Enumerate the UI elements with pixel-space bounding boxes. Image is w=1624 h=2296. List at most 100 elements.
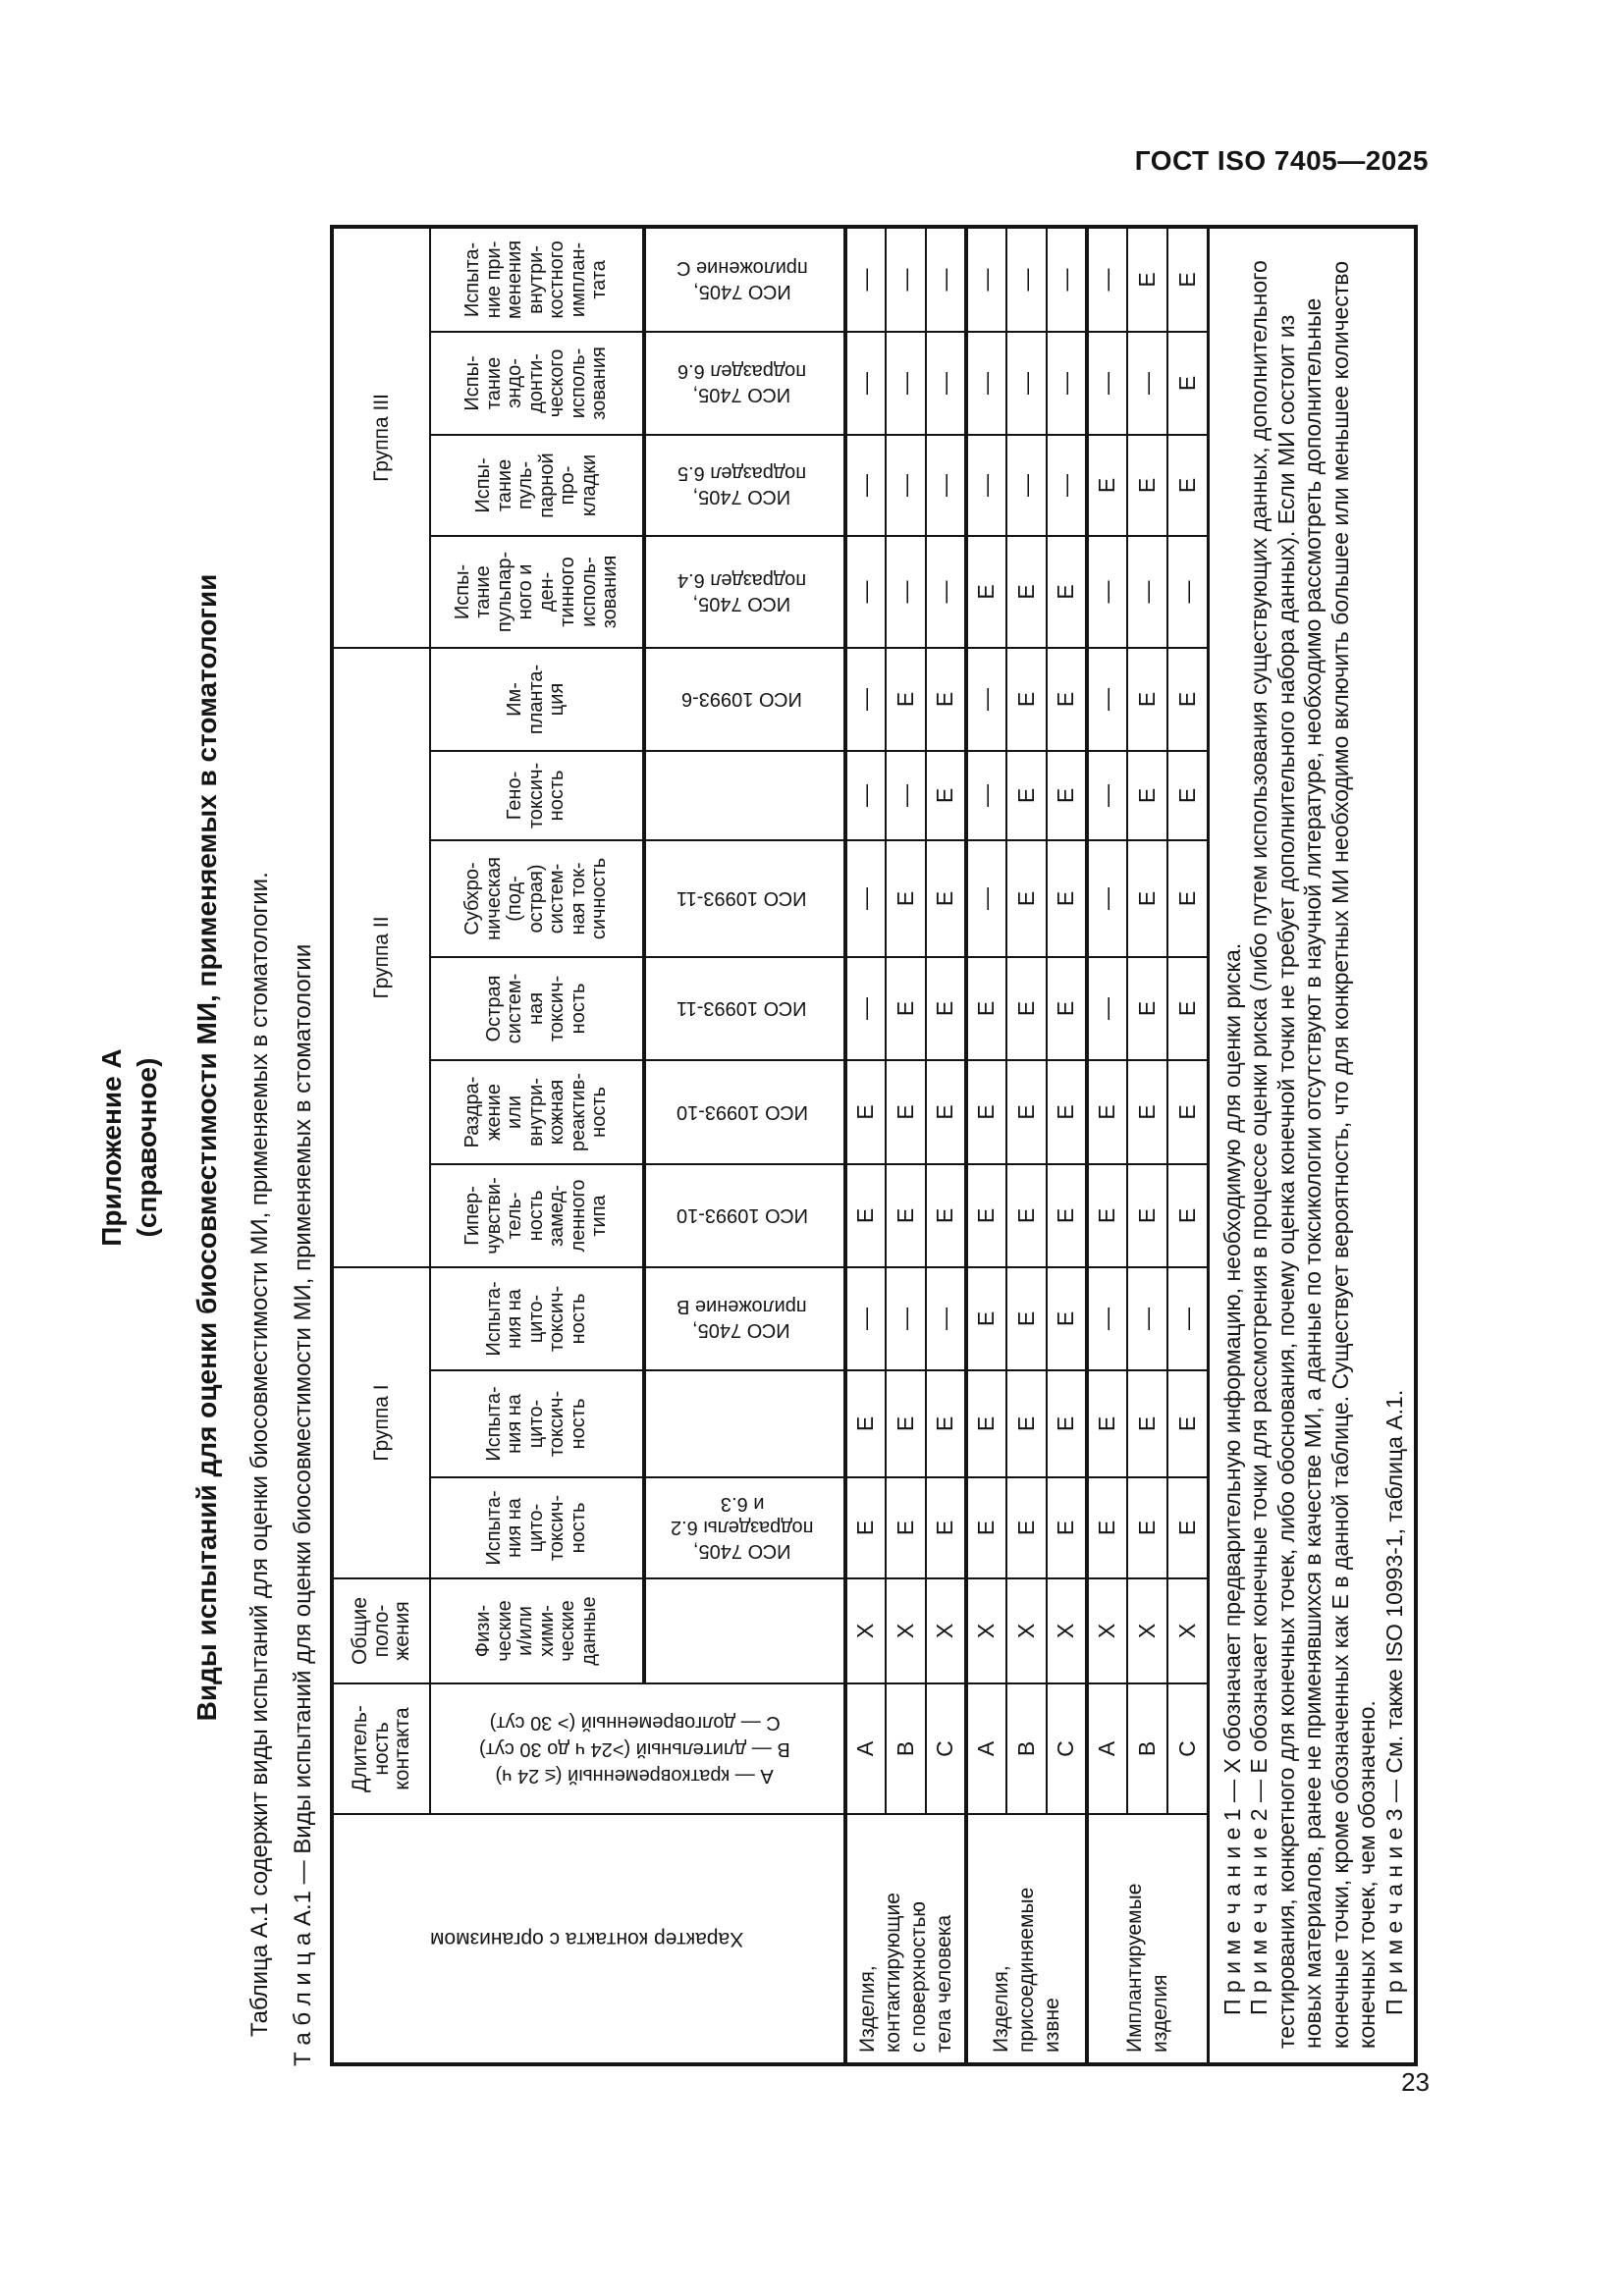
row-group-label-2: Изделия, присоединяемые извне — [966, 1814, 1087, 2064]
value-cell: Е — [1047, 750, 1087, 840]
iso-ref-5-text: ИСО 10993-10 — [676, 1204, 808, 1227]
duration-cell: В — [886, 1683, 926, 1814]
value-cell: Е — [926, 647, 966, 751]
iso-ref-14: ИСО 7405, приложение С — [644, 226, 845, 332]
column-header-9: Гено- токсич- ность — [430, 750, 644, 840]
value-cell: — — [1127, 1266, 1167, 1370]
intro-paragraph: Таблица А.1 содержит виды испытаний для … — [246, 872, 273, 2037]
value-cell: Е — [966, 1477, 1006, 1578]
value-cell: Е — [1127, 1059, 1167, 1164]
iso-ref-7-text: ИСО 10993-11 — [677, 997, 808, 1020]
value-cell: Е — [926, 1370, 966, 1477]
column-header-4: Испыта- ния на цито- токсич- ность — [430, 1266, 644, 1370]
duration-cell: А — [845, 1683, 886, 1814]
iso-ref-12-text: ИСО 7405, подраздел 6.5 — [677, 462, 807, 508]
duration-cell: А — [1087, 1683, 1127, 1814]
value-cell: Е — [1047, 535, 1087, 648]
value-cell: Е — [886, 956, 926, 1060]
biocompatibility-table: Характер контакта с организмом Длитель- н… — [330, 224, 1418, 2066]
value-cell: Е — [926, 839, 966, 957]
value-cell: — — [845, 956, 886, 1060]
value-cell: — — [926, 226, 966, 332]
table-note-2: П р и м е ч а н и е 2 — Е обозначает кон… — [1246, 260, 1380, 2049]
value-cell: — — [886, 535, 926, 648]
value-cell: Е — [1006, 1477, 1047, 1578]
value-cell: Е — [1047, 1477, 1087, 1578]
value-cell: Е — [1006, 535, 1047, 648]
table-row: С Х Е Е Е Е Е Е Е Е Е Е — — — — [1047, 226, 1087, 2064]
value-cell: — — [926, 1266, 966, 1370]
value-cell: Е — [886, 647, 926, 751]
value-cell: Е — [1127, 956, 1167, 1060]
iso-ref-4-text: ИСО 7405, приложение В — [677, 1296, 808, 1342]
table-row: Имплантируемые изделия А Х Е Е — Е Е — — — — — Е — — — [1087, 226, 1208, 2064]
duration-legend-text: А — кратковременный (≤ 24 ч) В — длитель… — [478, 1712, 790, 1787]
iso-ref-4: ИСО 7405, приложение В — [644, 1266, 845, 1370]
table-caption: Т а б л и ц а А.1 — Виды испытаний для о… — [290, 943, 316, 2066]
value-cell: — — [886, 750, 926, 840]
value-cell: Е — [1127, 226, 1167, 332]
value-cell: Е — [926, 1163, 966, 1267]
iso-ref-10: ИСО 10993-6 — [644, 647, 845, 751]
value-cell: Е — [845, 1477, 886, 1578]
value-cell: Х — [1167, 1578, 1208, 1683]
duration-cell: С — [926, 1683, 966, 1814]
value-cell: — — [966, 750, 1006, 840]
value-cell: Х — [966, 1578, 1006, 1683]
table-row: Изделия, присоединяемые извне А Х Е Е Е Е Е Е — — —… — [966, 226, 1087, 2064]
iso-ref-13-text: ИСО 7405, подраздел 6.6 — [677, 360, 807, 406]
table-row: Изделия, контактирующие с поверхностью т… — [845, 226, 966, 2064]
value-cell: Е — [1127, 750, 1167, 840]
value-cell: — — [966, 331, 1006, 435]
duration-legend: А — кратковременный (≤ 24 ч) В — длитель… — [430, 1683, 845, 1814]
duration-cell: С — [1167, 1683, 1208, 1814]
value-cell: — — [1006, 434, 1047, 536]
column-header-7: Острая систем- ная токсич- ность — [430, 956, 644, 1060]
value-cell: — — [966, 839, 1006, 957]
table-row: С Х Е Е — Е Е Е Е Е Е — Е Е Е — [1167, 226, 1208, 2064]
iso-ref-2: ИСО 7405, подразделы 6.2 и 6.3 — [644, 1477, 845, 1578]
duration-cell: В — [1006, 1683, 1047, 1814]
value-cell: Е — [845, 1163, 886, 1267]
value-cell: Е — [886, 1059, 926, 1164]
iso-ref-3 — [644, 1370, 845, 1477]
value-cell: Е — [1167, 647, 1208, 751]
value-cell: — — [1087, 750, 1127, 840]
iso-ref-8: ИСО 10993-11 — [644, 839, 845, 957]
value-cell: Е — [1006, 839, 1047, 957]
table-notes: П р и м е ч а н и е 1 — Х обозначает пре… — [1208, 226, 1416, 2064]
value-cell: — — [1087, 1266, 1127, 1370]
value-cell: — — [845, 434, 886, 536]
value-cell: — — [1087, 535, 1127, 648]
value-cell: Е — [1127, 839, 1167, 957]
value-cell: Е — [926, 1477, 966, 1578]
value-cell: Е — [1087, 1477, 1127, 1578]
iso-ref-11: ИСО 7405, подраздел 6.4 — [644, 535, 845, 648]
value-cell: Е — [926, 1059, 966, 1164]
value-cell: Е — [966, 1059, 1006, 1164]
value-cell: Е — [1006, 1266, 1047, 1370]
value-cell: Х — [886, 1578, 926, 1683]
value-cell: — — [926, 331, 966, 435]
value-cell: — — [1006, 226, 1047, 332]
table-row: В Х Е Е — Е Е Е Е Е Е — Е — Е — [1127, 226, 1167, 2064]
value-cell: — — [1127, 331, 1167, 435]
value-cell: Е — [1047, 839, 1087, 957]
duration-cell: В — [1127, 1683, 1167, 1814]
value-cell: Е — [1047, 1370, 1087, 1477]
value-cell: Е — [845, 1059, 886, 1164]
value-cell: — — [886, 331, 926, 435]
value-cell: Е — [1127, 434, 1167, 536]
value-cell: Е — [1047, 647, 1087, 751]
value-cell: — — [1127, 535, 1167, 648]
row-group-label-1: Изделия, контактирующие с поверхностью т… — [845, 1814, 966, 2064]
iso-ref-1 — [644, 1578, 845, 1683]
value-cell: Е — [1087, 1163, 1127, 1267]
value-cell: Х — [845, 1578, 886, 1683]
value-cell: — — [966, 434, 1006, 536]
value-cell: Е — [1167, 1059, 1208, 1164]
value-cell: Е — [1087, 434, 1127, 536]
contact-nature-header-text: Характер контакта с организмом — [429, 1927, 743, 1950]
value-cell: — — [1167, 1266, 1208, 1370]
